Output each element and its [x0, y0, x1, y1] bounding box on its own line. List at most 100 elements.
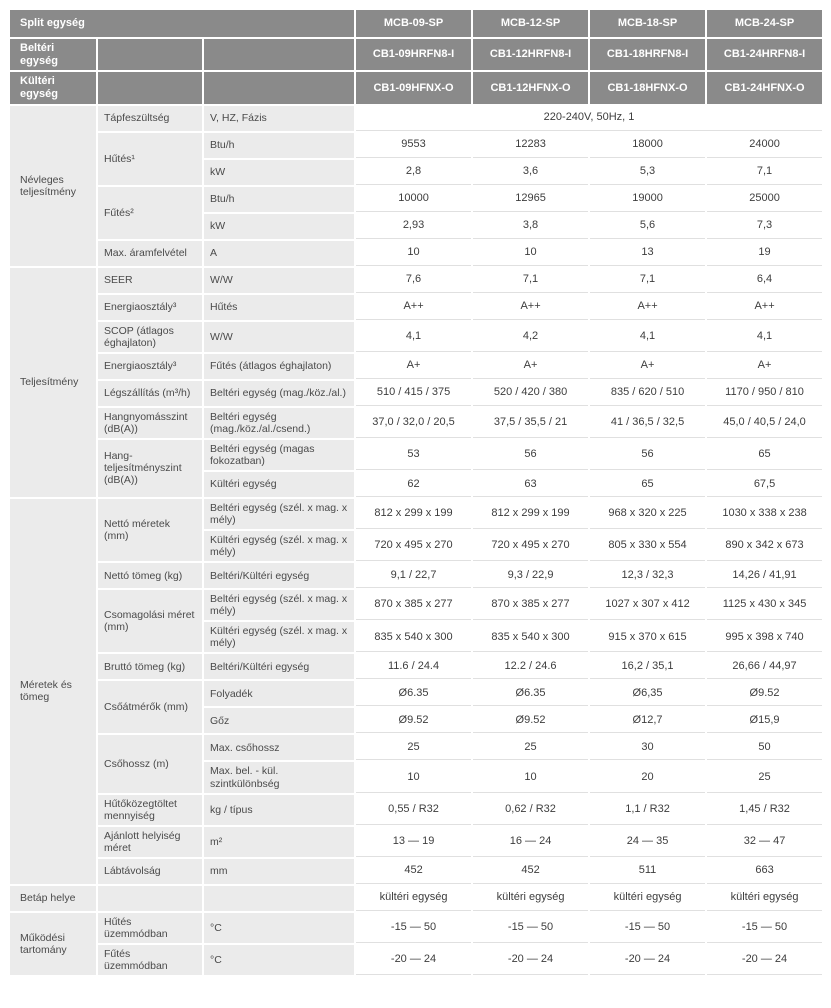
value-cell: 67,5: [707, 471, 823, 497]
value-cell: 5,3: [590, 159, 706, 185]
model-name: CB1-09HFNX-O: [356, 72, 472, 104]
value-cell: 16,2 / 35,1: [590, 654, 706, 680]
value-cell: 45,0 / 40,5 / 24,0: [707, 407, 823, 438]
value-cell: 10000: [356, 186, 472, 212]
value-cell: 1030 x 338 x 238: [707, 498, 823, 530]
value-cell: 511: [590, 858, 706, 884]
value-cell: 3,6: [473, 159, 589, 185]
row-sublabel: kW: [204, 213, 355, 239]
value-cell: A+: [356, 353, 472, 379]
value-cell: 663: [707, 858, 823, 884]
model-name: MCB-09-SP: [356, 10, 472, 37]
table-row: Hangnyomásszint (dB(A)) Beltéri egység (…: [10, 407, 823, 438]
row-label: Nettó tömeg (kg): [98, 563, 202, 589]
value-cell: 56: [590, 439, 706, 470]
table-row: Energiaosztály³ Fűtés (átlagos éghajlato…: [10, 353, 823, 379]
value-cell: A++: [473, 294, 589, 320]
table-row: Hang-teljesítményszint (dB(A)) Beltéri e…: [10, 439, 823, 497]
value-cell: 25: [473, 735, 589, 761]
value-cell: 16 — 24: [473, 826, 589, 857]
value-cell: Ø9.52: [473, 708, 589, 734]
value-cell: 1,45 / R32: [707, 794, 823, 825]
row-sublabel: Hűtés: [204, 294, 355, 320]
row-sublabel: mm: [204, 858, 355, 884]
row-sublabel: Gőz: [204, 708, 355, 734]
row-sublabel: kg / típus: [204, 794, 355, 825]
value-cell: 10: [473, 240, 589, 266]
row-label: Energiaosztály³: [98, 294, 202, 320]
value-cell: kültéri egység: [473, 885, 589, 911]
value-cell: 7,1: [473, 267, 589, 293]
value-cell: 10: [356, 240, 472, 266]
value-cell: 812 x 299 x 199: [473, 498, 589, 530]
value-cell: 14,26 / 41,91: [707, 563, 823, 589]
value-cell: 870 x 385 x 277: [473, 590, 589, 621]
value-cell: 220-240V, 50Hz, 1: [356, 105, 823, 131]
value-cell: 1027 x 307 x 412: [590, 590, 706, 621]
value-cell: 19: [707, 240, 823, 266]
value-cell: 13: [590, 240, 706, 266]
row-sublabel: Max. csőhossz: [204, 735, 355, 761]
header-indoor-label: Beltéri egység: [10, 39, 96, 71]
table-row: Fűtés² Btu/h 10000 12965 19000 25000: [10, 186, 823, 239]
header-split-label: Split egység: [10, 10, 355, 37]
value-cell: 4,1: [590, 321, 706, 352]
row-sublabel: Beltéri/Kültéri egység: [204, 563, 355, 589]
row-label: Hang-teljesítményszint (dB(A)): [98, 439, 202, 497]
value-cell: 805 x 330 x 554: [590, 531, 706, 562]
section-label: Méretek és tömeg: [10, 498, 96, 884]
value-cell: 18000: [590, 132, 706, 158]
table-row: Betáp helye kültéri egység kültéri egysé…: [10, 885, 823, 911]
header-spacer: [98, 39, 202, 71]
value-cell: 63: [473, 471, 589, 497]
value-cell: -20 — 24: [473, 944, 589, 976]
row-sublabel: Folyadék: [204, 681, 355, 707]
value-cell: 835 x 540 x 300: [356, 622, 472, 653]
table-row: Névleges teljesítmény Tápfeszültség V, H…: [10, 105, 823, 266]
value-cell: kültéri egység: [707, 885, 823, 911]
value-cell: 13 — 19: [356, 826, 472, 857]
value-cell: 720 x 495 x 270: [356, 531, 472, 562]
table-row: Max. áramfelvétel A 10 10 13 19: [10, 240, 823, 266]
value-cell: 870 x 385 x 277: [356, 590, 472, 621]
row-sublabel: Btu/h: [204, 132, 355, 158]
row-sublabel: Kültéri egység: [204, 471, 355, 497]
value-cell: 2,8: [356, 159, 472, 185]
value-cell: 1125 x 430 x 345: [707, 590, 823, 621]
header-row-indoor: Beltéri egység CB1-09HRFN8-I CB1-12HRFN8…: [10, 39, 823, 71]
value-cell: -15 — 50: [707, 912, 823, 943]
table-row: Max. bel. - kül. szintkülönbség 10 10 20…: [10, 762, 823, 793]
value-cell: 65: [590, 471, 706, 497]
model-name: MCB-24-SP: [707, 10, 823, 37]
row-sublabel: W/W: [204, 267, 355, 293]
row-sublabel: Kültéri egység (szél. x mag. x mély): [204, 622, 355, 653]
row-label: Bruttó tömeg (kg): [98, 654, 202, 680]
value-cell: 835 x 540 x 300: [473, 622, 589, 653]
table-row: Gőz Ø9.52 Ø9.52 Ø12,7 Ø15,9: [10, 708, 823, 734]
value-cell: -15 — 50: [473, 912, 589, 943]
value-cell: 62: [356, 471, 472, 497]
header-row-outdoor: Kültéri egység CB1-09HFNX-O CB1-12HFNX-O…: [10, 72, 823, 104]
value-cell: 30: [590, 735, 706, 761]
value-cell: 25: [356, 735, 472, 761]
value-cell: A+: [590, 353, 706, 379]
model-name: MCB-18-SP: [590, 10, 706, 37]
row-label: Hangnyomásszint (dB(A)): [98, 407, 202, 438]
table-row: SCOP (átlagos éghajlaton) W/W 4,1 4,2 4,…: [10, 321, 823, 352]
value-cell: 24 — 35: [590, 826, 706, 857]
table-row: Kültéri egység 62 63 65 67,5: [10, 471, 823, 497]
value-cell: 7,3: [707, 213, 823, 239]
value-cell: 4,1: [707, 321, 823, 352]
row-sublabel: m²: [204, 826, 355, 857]
value-cell: 7,1: [707, 159, 823, 185]
table-row: Bruttó tömeg (kg) Beltéri/Kültéri egység…: [10, 654, 823, 680]
row-label: Csőhossz (m): [98, 735, 202, 793]
value-cell: 37,0 / 32,0 / 20,5: [356, 407, 472, 438]
value-cell: -20 — 24: [590, 944, 706, 976]
value-cell: 995 x 398 x 740: [707, 622, 823, 653]
value-cell: 26,66 / 44,97: [707, 654, 823, 680]
section-label: Betáp helye: [10, 885, 96, 911]
value-cell: 12.2 / 24.6: [473, 654, 589, 680]
value-cell: A+: [707, 353, 823, 379]
